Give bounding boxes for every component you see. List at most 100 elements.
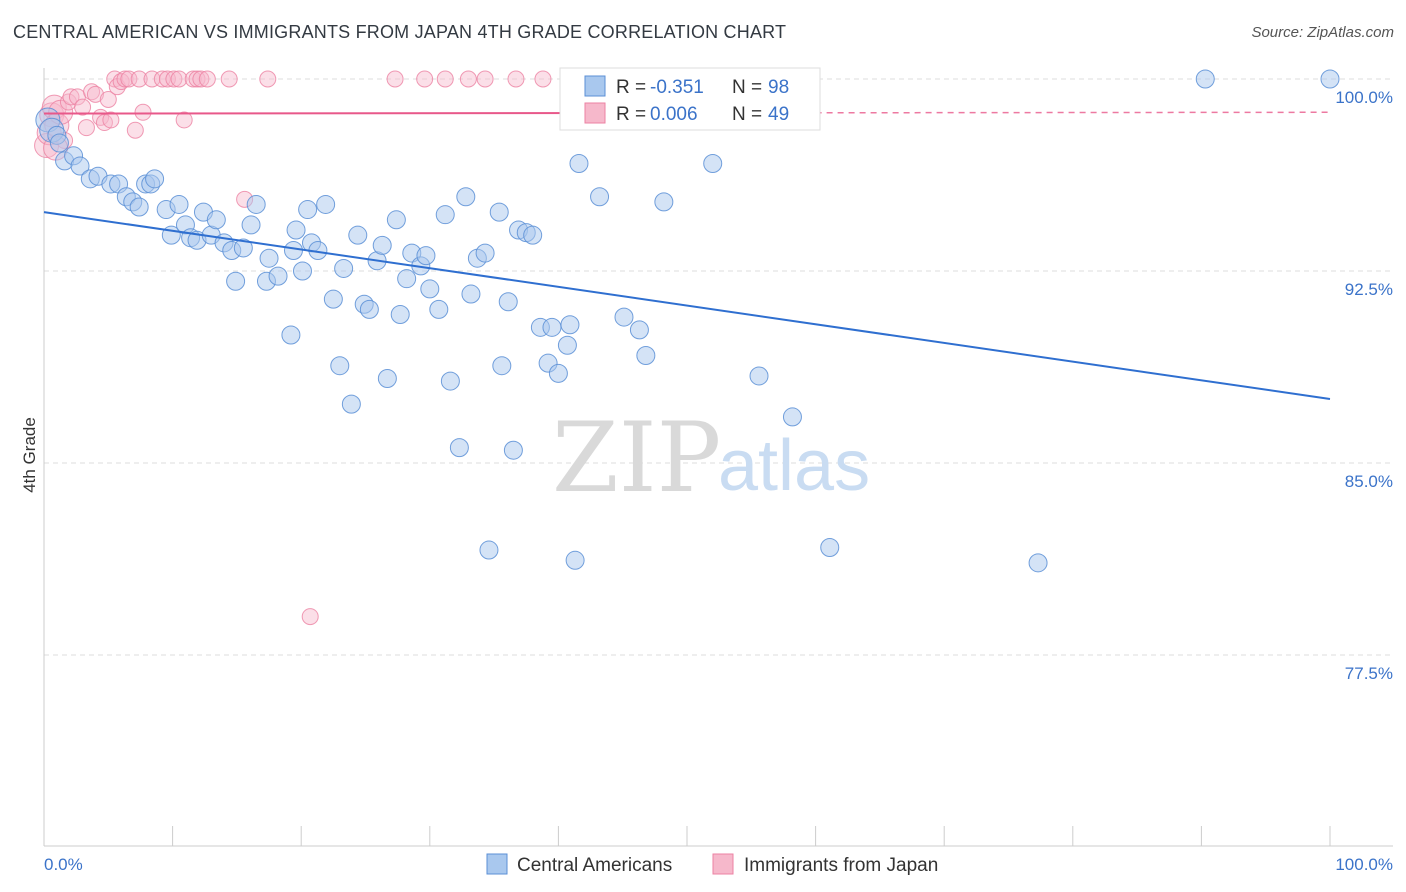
central-american-point-93 xyxy=(1028,553,1048,573)
central-american-point-83 xyxy=(569,153,589,173)
trend-line-central-americans xyxy=(43,211,1331,400)
central-american-point-88 xyxy=(654,192,674,212)
central-american-point-3 xyxy=(49,133,69,153)
y-tick-label-3: 77.5% xyxy=(1345,664,1393,683)
source-credit: Source: ZipAtlas.com xyxy=(1251,24,1394,41)
legend-n-value-2: 49 xyxy=(768,104,789,125)
central-american-point-62 xyxy=(440,371,460,391)
central-american-point-65 xyxy=(461,284,481,304)
central-american-point-67 xyxy=(475,243,495,263)
central-american-point-39 xyxy=(298,200,318,220)
japan-point-46 xyxy=(534,70,552,88)
legend-r-value-2: 0.006 xyxy=(650,104,698,125)
central-american-point-51 xyxy=(372,235,392,255)
central-american-point-86 xyxy=(629,320,649,340)
bottom-legend-label-central-americans: Central Americans xyxy=(517,855,672,876)
central-american-point-31 xyxy=(246,194,266,214)
central-american-point-35 xyxy=(281,325,301,345)
central-american-point-53 xyxy=(386,210,406,230)
central-american-point-69 xyxy=(489,202,509,222)
central-american-point-49 xyxy=(359,299,379,319)
central-american-point-42 xyxy=(316,194,336,214)
japan-point-29 xyxy=(165,70,183,88)
central-american-point-25 xyxy=(206,210,226,230)
central-american-point-29 xyxy=(233,238,253,258)
central-american-point-94 xyxy=(1195,69,1215,89)
central-american-point-70 xyxy=(492,356,512,376)
japan-point-13 xyxy=(86,85,104,103)
y-axis-label: 4th Grade xyxy=(20,417,39,493)
central-american-point-30 xyxy=(241,215,261,235)
central-american-point-68 xyxy=(479,540,499,560)
x-tick-label-0: 0.0% xyxy=(44,855,83,874)
japan-point-31 xyxy=(175,111,193,129)
japan-point-39 xyxy=(301,608,319,626)
japan-point-33 xyxy=(188,70,206,88)
x-tick-label-1: 100.0% xyxy=(1335,855,1393,874)
legend-r-label-1: R = xyxy=(616,77,646,98)
japan-point-27 xyxy=(153,70,171,88)
central-american-point-84 xyxy=(590,187,610,207)
japan-point-44 xyxy=(476,70,494,88)
legend-n-label-1: N = xyxy=(732,77,762,98)
legend-swatch-pink xyxy=(584,102,606,124)
japan-point-34 xyxy=(192,70,210,88)
central-american-point-6 xyxy=(70,156,90,176)
japan-point-22 xyxy=(120,70,138,88)
central-american-point-87 xyxy=(636,345,656,365)
bottom-legend: Central Americans Immigrants from Japan xyxy=(486,853,938,876)
central-american-point-79 xyxy=(548,363,568,383)
y-axis-tick-labels: 100.0% 92.5% 85.0% 77.5% xyxy=(1335,88,1393,683)
japan-point-10 xyxy=(74,98,92,116)
central-american-point-47 xyxy=(348,225,368,245)
chart-title: CENTRAL AMERICAN VS IMMIGRANTS FROM JAPA… xyxy=(13,22,787,42)
central-american-point-61 xyxy=(435,205,455,225)
central-american-point-46 xyxy=(341,394,361,414)
central-american-point-33 xyxy=(259,248,279,268)
axes xyxy=(43,68,1393,847)
central-american-point-80 xyxy=(557,335,577,355)
central-american-point-52 xyxy=(377,369,397,389)
japan-point-38 xyxy=(259,70,277,88)
central-american-point-78 xyxy=(542,317,562,337)
central-american-point-91 xyxy=(782,407,802,427)
central-american-point-34 xyxy=(268,266,288,286)
central-american-point-58 xyxy=(416,246,436,266)
japan-point-36 xyxy=(220,70,238,88)
central-american-point-71 xyxy=(498,292,518,312)
japan-point-30 xyxy=(170,70,188,88)
central-american-point-38 xyxy=(292,261,312,281)
bottom-legend-label-japan: Immigrants from Japan xyxy=(744,855,938,876)
japan-point-26 xyxy=(143,70,161,88)
japan-point-28 xyxy=(158,70,176,88)
japan-point-23 xyxy=(126,121,144,139)
legend-n-label-2: N = xyxy=(732,104,762,125)
central-american-point-43 xyxy=(323,289,343,309)
central-american-point-28 xyxy=(226,271,246,291)
central-american-point-60 xyxy=(429,299,449,319)
japan-point-45 xyxy=(507,70,525,88)
central-american-point-89 xyxy=(703,153,723,173)
central-american-point-37 xyxy=(286,220,306,240)
japan-point-41 xyxy=(416,70,434,88)
central-american-point-72 xyxy=(503,440,523,460)
central-american-point-13 xyxy=(129,197,149,217)
central-american-point-44 xyxy=(330,356,350,376)
central-american-point-54 xyxy=(390,305,410,325)
central-american-point-19 xyxy=(169,194,189,214)
japan-point-42 xyxy=(436,70,454,88)
watermark-zip: ZIP xyxy=(552,402,721,514)
central-american-point-63 xyxy=(449,438,469,458)
top-legend: R = -0.351 N = 98 R = 0.006 N = 49 xyxy=(559,67,821,131)
legend-r-value-1: -0.351 xyxy=(650,77,704,98)
central-american-point-85 xyxy=(614,307,634,327)
central-american-point-16 xyxy=(145,169,165,189)
watermark-atlas: atlas xyxy=(718,426,870,506)
central-american-point-45 xyxy=(334,258,354,278)
japan-point-40 xyxy=(386,70,404,88)
series-japan-points xyxy=(34,70,692,626)
central-american-point-95 xyxy=(1320,69,1340,89)
bottom-legend-swatch-blue xyxy=(486,853,508,875)
central-american-point-36 xyxy=(283,241,303,261)
